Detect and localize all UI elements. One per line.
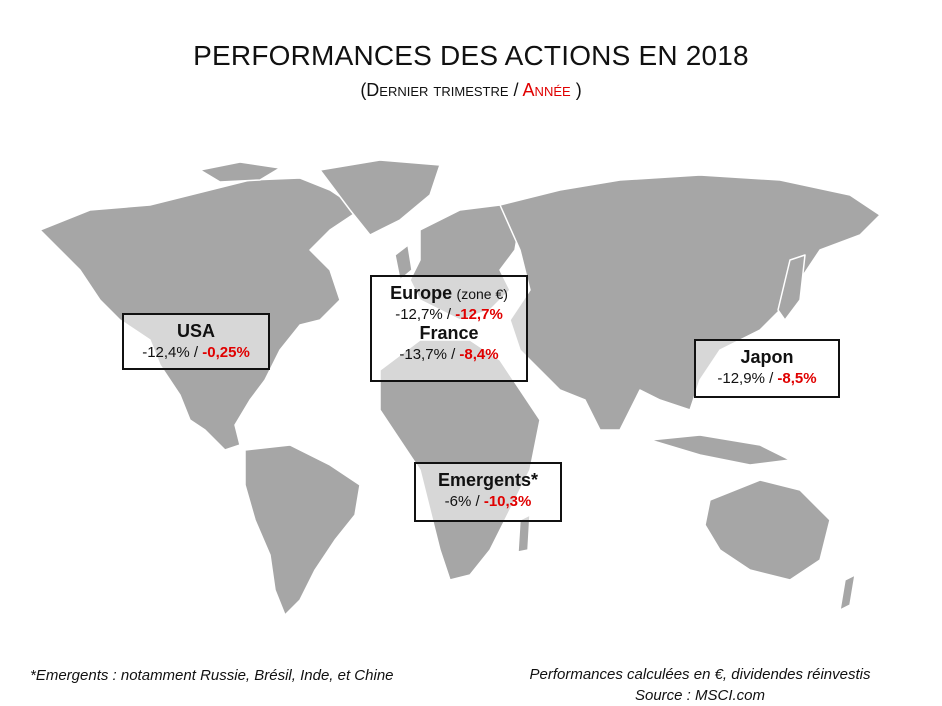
usa-box: USA -12,4% / -0,25%: [122, 313, 270, 370]
footnote: *Emergents : notamment Russie, Brésil, I…: [30, 667, 394, 684]
greenland-landmass: [319, 159, 441, 236]
europe-values: -12,7% / -12,7%: [382, 306, 516, 323]
emergents-sep: /: [471, 493, 484, 510]
usa-year-value: -0,25%: [202, 344, 250, 361]
france-sep: /: [446, 346, 460, 363]
emergents-year-value: -10,3%: [483, 493, 532, 510]
europe-year-value: -12,7%: [455, 306, 503, 323]
japon-box: Japon -12,9% / -8,5%: [694, 339, 840, 398]
subtitle-close: ): [575, 80, 582, 100]
subtitle-quarter-label: (Dernier trimestre /: [360, 80, 523, 100]
japon-quarter-value: -12,9%: [717, 370, 765, 387]
france-quarter-value: -13,7%: [399, 346, 447, 363]
indonesia-islands: [649, 434, 791, 466]
usa-sep: /: [189, 344, 203, 361]
uk-landmass: [394, 244, 413, 281]
japan-landmass: [777, 254, 806, 321]
japon-sep: /: [764, 370, 778, 387]
region-name-europe: Europe: [390, 283, 453, 303]
europe-quarter-value: -12,7%: [395, 306, 443, 323]
chart-subtitle: (Dernier trimestre / Année ): [0, 80, 942, 101]
south-america-landmass: [244, 444, 361, 616]
source-note: Performances calculées en €, dividendes …: [510, 664, 890, 706]
chart-title: PERFORMANCES DES ACTIONS EN 2018: [193, 40, 749, 71]
region-name-emergents: Emergents*: [437, 470, 539, 490]
europe-header: Europe (zone €): [382, 283, 516, 304]
france-values: -13,7% / -8,4%: [382, 346, 516, 363]
subtitle-year-label: Année: [522, 80, 571, 100]
australia-landmass: [704, 479, 831, 581]
europe-box: Europe (zone €) -12,7% / -12,7% France -…: [370, 275, 528, 382]
source-line-1: Performances calculées en €, dividendes …: [529, 666, 871, 683]
new-zealand-landmass: [839, 574, 856, 611]
europe-sep: /: [442, 306, 456, 323]
usa-values: -12,4% / -0,25%: [134, 344, 258, 361]
japon-year-value: -8,5%: [777, 370, 817, 387]
source-line-2: Source : MSCI.com: [634, 687, 766, 704]
emergents-quarter-value: -6%: [444, 493, 472, 510]
region-name-usa: USA: [176, 321, 215, 341]
france-year-value: -8,4%: [459, 346, 499, 363]
usa-quarter-value: -12,4%: [142, 344, 190, 361]
emergents-box: Emergents* -6% / -10,3%: [414, 462, 562, 522]
emergents-values: -6% / -10,3%: [426, 493, 550, 510]
region-name-france: France: [419, 323, 479, 343]
japon-values: -12,9% / -8,5%: [706, 370, 828, 387]
region-name-japon: Japon: [740, 347, 794, 367]
europe-note: (zone €): [456, 286, 508, 302]
arctic-islands: [199, 161, 281, 183]
